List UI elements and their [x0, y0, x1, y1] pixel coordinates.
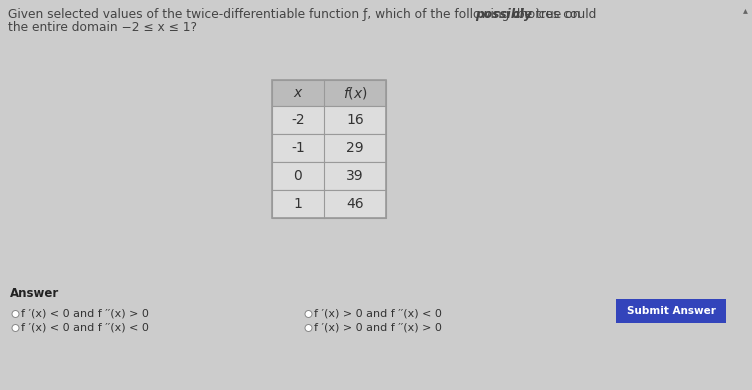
Text: f ′(x) > 0 and f ′′(x) > 0: f ′(x) > 0 and f ′′(x) > 0 — [314, 323, 442, 333]
Circle shape — [305, 324, 312, 331]
Text: 0: 0 — [293, 169, 302, 183]
Text: f ′(x) < 0 and f ′′(x) > 0: f ′(x) < 0 and f ′′(x) > 0 — [21, 309, 149, 319]
Circle shape — [12, 310, 19, 317]
Text: Submit Answer: Submit Answer — [626, 306, 715, 316]
Text: f ′(x) > 0 and f ′′(x) < 0: f ′(x) > 0 and f ′′(x) < 0 — [314, 309, 442, 319]
Text: 29: 29 — [346, 141, 364, 155]
FancyBboxPatch shape — [272, 162, 386, 190]
Circle shape — [12, 324, 19, 331]
FancyBboxPatch shape — [272, 190, 386, 218]
FancyBboxPatch shape — [272, 134, 386, 162]
Text: 16: 16 — [346, 113, 364, 127]
FancyBboxPatch shape — [272, 106, 386, 134]
Circle shape — [305, 310, 312, 317]
Text: -2: -2 — [291, 113, 305, 127]
Text: be true on: be true on — [513, 8, 581, 21]
Text: $x$: $x$ — [293, 86, 303, 100]
Text: possibly: possibly — [475, 8, 532, 21]
Text: -1: -1 — [291, 141, 305, 155]
Text: Given selected values of the twice-differentiable function f: Given selected values of the twice-diffe… — [8, 8, 368, 21]
Text: f ′(x) < 0 and f ′′(x) < 0: f ′(x) < 0 and f ′′(x) < 0 — [21, 323, 149, 333]
Text: the entire domain −2 ≤ x ≤ 1?: the entire domain −2 ≤ x ≤ 1? — [8, 21, 197, 34]
Text: 46: 46 — [346, 197, 364, 211]
Text: 1: 1 — [293, 197, 302, 211]
Text: ▴: ▴ — [742, 5, 747, 15]
Text: Answer: Answer — [10, 287, 59, 300]
Text: 39: 39 — [346, 169, 364, 183]
Text: Given selected values of the twice-differentiable function ƒ, which of the follo: Given selected values of the twice-diffe… — [8, 8, 600, 21]
Text: $f(x)$: $f(x)$ — [343, 85, 367, 101]
FancyBboxPatch shape — [272, 80, 386, 106]
FancyBboxPatch shape — [616, 299, 726, 323]
